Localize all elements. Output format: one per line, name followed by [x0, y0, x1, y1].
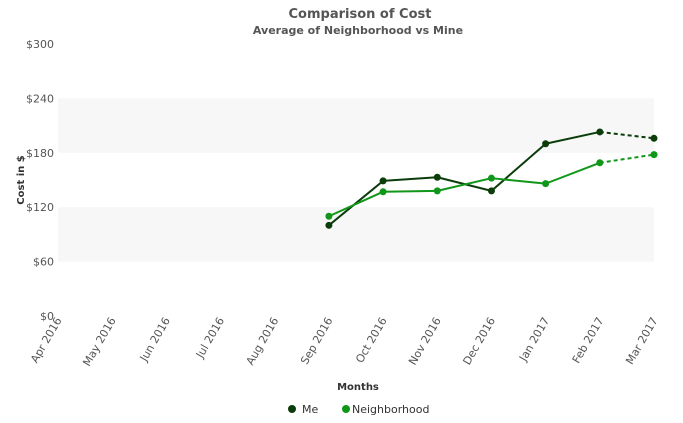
x-tick-label: Nov 2016: [406, 315, 444, 367]
y-tick-label: $0: [40, 310, 54, 323]
x-tick-label: Feb 2017: [570, 315, 607, 366]
plot-band: [58, 207, 654, 262]
x-tick-label: Oct 2016: [353, 315, 390, 365]
x-tick-label: Dec 2016: [460, 315, 498, 367]
series-line-segment: [383, 176, 438, 182]
y-tick-label: $180: [26, 147, 54, 160]
legend-label: Neighborhood: [352, 403, 429, 416]
series-neighborhood: [325, 151, 658, 220]
legend-marker: [342, 405, 350, 413]
y-axis-title: Cost in $: [16, 155, 27, 204]
data-point[interactable]: [487, 174, 495, 182]
x-tick-label: Aug 2016: [244, 315, 282, 367]
legend: Me Neighborhood: [288, 403, 429, 416]
series-line-segment: [491, 177, 546, 185]
data-point[interactable]: [542, 140, 550, 148]
data-point[interactable]: [325, 212, 333, 220]
series-layer: [325, 128, 658, 229]
series-line-segment: [490, 142, 547, 192]
x-axis-ticks: Apr 2016 May 2016 Jun 2016 Jul 2016 Aug 2016…: [28, 315, 661, 368]
chart-title: Comparison of Cost: [289, 7, 432, 22]
data-point[interactable]: [542, 180, 550, 188]
y-axis-ticks: $0 $60 $120 $180 $240 $300: [26, 38, 54, 323]
data-point[interactable]: [487, 187, 495, 195]
series-line-segment: [437, 177, 492, 192]
legend-item-neighborhood[interactable]: Neighborhood: [342, 403, 429, 416]
y-tick-label: $60: [33, 256, 54, 269]
series-line-segment: [383, 189, 438, 193]
x-tick-label: Jan 2017: [516, 315, 552, 364]
data-point[interactable]: [379, 188, 387, 196]
legend-label: Me: [302, 403, 318, 416]
series-line-segment: [599, 130, 655, 140]
y-tick-label: $120: [26, 201, 54, 214]
legend-marker: [288, 405, 296, 413]
series-line-segment: [599, 153, 655, 164]
data-point[interactable]: [433, 173, 441, 181]
x-tick-label: Jun 2016: [137, 315, 173, 365]
data-point[interactable]: [596, 159, 604, 167]
x-tick-label: Sep 2016: [298, 315, 335, 367]
legend-item-me[interactable]: Me: [288, 403, 318, 416]
series-line-segment: [545, 130, 601, 145]
data-point[interactable]: [596, 128, 604, 136]
plot-band: [58, 98, 654, 153]
x-tick-label: May 2016: [80, 315, 118, 368]
plot-bands: [58, 98, 654, 262]
data-point[interactable]: [325, 221, 333, 229]
x-tick-label: Jul 2016: [193, 315, 227, 361]
data-point[interactable]: [650, 134, 658, 142]
y-tick-label: $240: [26, 92, 54, 105]
y-tick-label: $300: [26, 38, 54, 51]
chart-subtitle: Average of Neighborhood vs Mine: [253, 24, 463, 37]
data-point[interactable]: [379, 177, 387, 185]
series-line-segment: [545, 161, 601, 185]
series-line-segment: [328, 190, 384, 218]
data-point[interactable]: [433, 187, 441, 195]
x-tick-label: Mar 2017: [623, 315, 660, 367]
x-axis-title: Months: [337, 382, 379, 393]
data-point[interactable]: [650, 151, 658, 159]
